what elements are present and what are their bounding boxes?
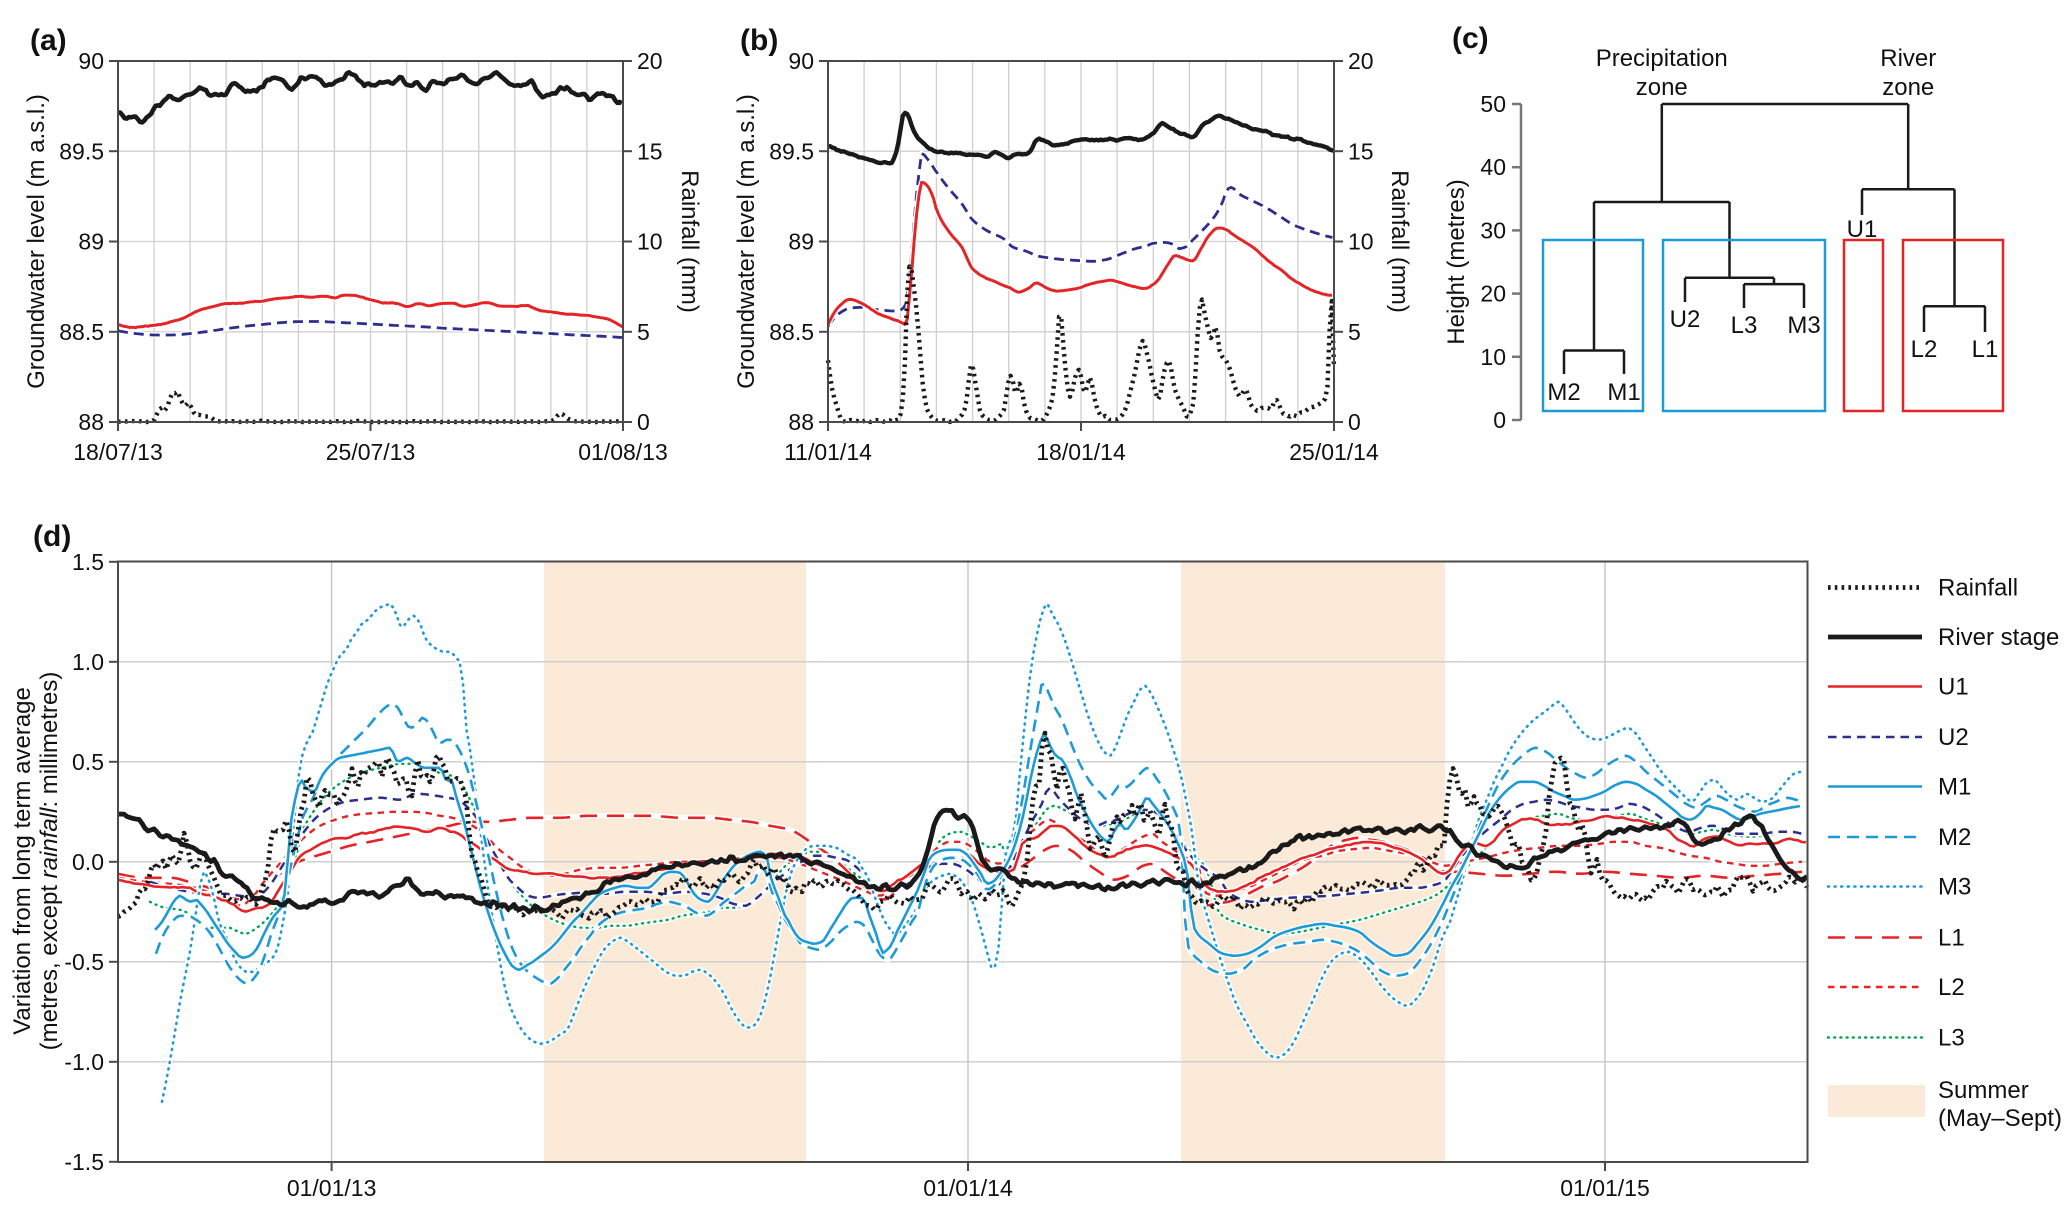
svg-text:20: 20 (637, 48, 663, 74)
svg-text:89: 89 (78, 229, 104, 255)
svg-text:M1: M1 (1607, 379, 1640, 406)
svg-text:U2: U2 (1670, 306, 1701, 333)
svg-text:Rainfall (mm): Rainfall (mm) (1386, 170, 1413, 313)
svg-text:Height (metres): Height (metres) (1443, 179, 1470, 344)
svg-text:89.5: 89.5 (59, 138, 104, 164)
svg-text:M1: M1 (1938, 774, 1971, 801)
svg-text:Groundwater level (m a.s.l.): Groundwater level (m a.s.l.) (733, 94, 760, 389)
svg-text:11/01/14: 11/01/14 (784, 439, 872, 465)
svg-text:Variation from long term avera: Variation from long term average (9, 687, 36, 1035)
svg-text:89.5: 89.5 (769, 138, 814, 164)
svg-text:L2: L2 (1938, 974, 1965, 1001)
svg-text:(c): (c) (1452, 22, 1489, 55)
svg-text:-1.0: -1.0 (64, 1049, 104, 1075)
svg-text:0: 0 (1493, 407, 1506, 433)
svg-text:1.0: 1.0 (72, 649, 104, 675)
svg-text:(d): (d) (33, 520, 71, 553)
svg-text:20: 20 (1480, 281, 1506, 307)
svg-text:10: 10 (1480, 344, 1506, 370)
svg-text:01/08/13: 01/08/13 (578, 439, 668, 465)
svg-text:18/01/14: 18/01/14 (1036, 439, 1126, 465)
svg-text:0.0: 0.0 (72, 849, 104, 875)
svg-text:M2: M2 (1547, 379, 1580, 406)
svg-text:Rainfall (mm): Rainfall (mm) (676, 170, 703, 313)
svg-text:15: 15 (637, 138, 663, 164)
svg-text:25/07/13: 25/07/13 (326, 439, 416, 465)
svg-text:L1: L1 (1938, 925, 1965, 952)
svg-text:88.5: 88.5 (769, 319, 814, 345)
svg-text:River stage: River stage (1938, 624, 2059, 651)
svg-text:0: 0 (637, 409, 650, 435)
svg-text:River: River (1880, 45, 1936, 72)
svg-text:U1: U1 (1847, 216, 1878, 243)
svg-text:Precipitation: Precipitation (1596, 45, 1728, 72)
svg-text:40: 40 (1480, 154, 1506, 180)
svg-text:90: 90 (78, 48, 104, 74)
svg-text:5: 5 (637, 319, 650, 345)
svg-text:L2: L2 (1911, 336, 1938, 363)
svg-text:01/01/14: 01/01/14 (923, 1175, 1013, 1201)
svg-text:88: 88 (78, 409, 104, 435)
svg-text:zone: zone (1882, 74, 1934, 101)
svg-text:M2: M2 (1938, 824, 1971, 851)
svg-text:(b): (b) (740, 24, 778, 57)
svg-text:89: 89 (788, 229, 814, 255)
svg-text:(a): (a) (30, 24, 67, 57)
svg-text:15: 15 (1348, 138, 1374, 164)
svg-text:30: 30 (1480, 217, 1506, 243)
svg-text:Groundwater level (m a.s.l.): Groundwater level (m a.s.l.) (23, 94, 50, 389)
svg-text:10: 10 (637, 229, 663, 255)
svg-text:Rainfall: Rainfall (1938, 575, 2018, 602)
svg-text:01/01/13: 01/01/13 (287, 1175, 377, 1201)
svg-text:01/01/15: 01/01/15 (1560, 1175, 1650, 1201)
svg-text:Summer: Summer (1938, 1077, 2029, 1104)
svg-text:10: 10 (1348, 229, 1374, 255)
svg-text:25/01/14: 25/01/14 (1289, 439, 1379, 465)
svg-text:0: 0 (1348, 409, 1361, 435)
svg-text:L3: L3 (1938, 1025, 1965, 1052)
svg-text:U2: U2 (1938, 724, 1969, 751)
svg-text:U1: U1 (1938, 674, 1969, 701)
svg-text:M3: M3 (1787, 312, 1820, 339)
svg-text:1.5: 1.5 (72, 549, 104, 575)
svg-text:(metres, except rainfall: mill: (metres, except rainfall: millimetres) (36, 672, 63, 1051)
svg-text:M3: M3 (1938, 874, 1971, 901)
svg-text:20: 20 (1348, 48, 1374, 74)
svg-text:50: 50 (1480, 91, 1506, 117)
svg-text:-1.5: -1.5 (64, 1149, 104, 1175)
svg-text:88: 88 (788, 409, 814, 435)
svg-text:90: 90 (788, 48, 814, 74)
svg-text:18/07/13: 18/07/13 (73, 439, 163, 465)
svg-text:(May–Sept): (May–Sept) (1938, 1105, 2062, 1132)
svg-text:zone: zone (1636, 74, 1688, 101)
svg-text:-0.5: -0.5 (64, 949, 104, 975)
svg-text:5: 5 (1348, 319, 1361, 345)
svg-text:88.5: 88.5 (59, 319, 104, 345)
svg-text:0.5: 0.5 (72, 749, 104, 775)
svg-text:L1: L1 (1972, 336, 1999, 363)
svg-text:L3: L3 (1731, 312, 1758, 339)
